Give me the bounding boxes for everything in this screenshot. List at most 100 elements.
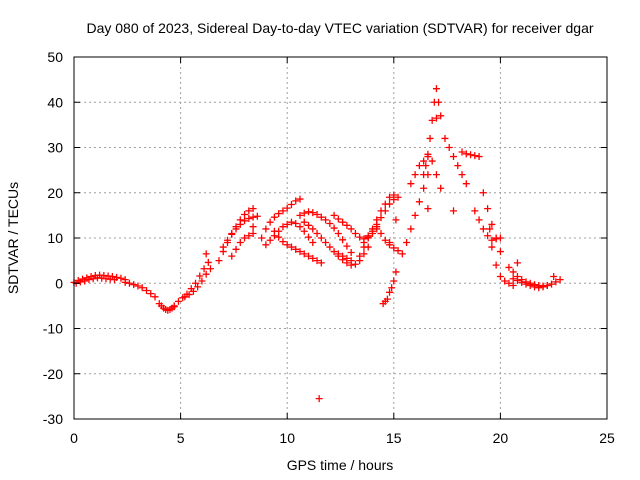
data-point	[390, 244, 398, 252]
data-point	[415, 162, 423, 170]
data-point	[552, 278, 560, 286]
data-point	[543, 282, 551, 290]
data-point	[249, 229, 257, 237]
data-point	[343, 259, 351, 267]
y-tick-label: -30	[43, 411, 63, 427]
chart-title: Day 080 of 2023, Sidereal Day-to-day VTE…	[86, 20, 593, 36]
series-sat-08	[219, 212, 261, 251]
data-point	[147, 290, 155, 298]
data-point	[309, 254, 317, 262]
series-sat-23	[407, 150, 445, 192]
series-sat-25	[458, 148, 483, 161]
data-point	[326, 220, 334, 228]
data-point	[437, 112, 445, 120]
data-point	[386, 239, 394, 247]
data-point	[432, 85, 440, 93]
y-tick-labels: -30 -20 -10 0 10 20 30 40 50	[43, 49, 63, 427]
data-point	[381, 207, 389, 215]
data-point	[253, 212, 261, 220]
data-point	[488, 220, 496, 228]
x-tick-labels: 0 5 10 15 20 25	[70, 430, 615, 446]
data-point	[258, 234, 266, 242]
data-point	[85, 276, 93, 284]
y-tick-label: 20	[47, 185, 63, 201]
data-point	[496, 234, 504, 242]
data-point	[330, 211, 338, 219]
data-point	[475, 153, 483, 161]
data-point	[437, 184, 445, 192]
data-point	[279, 238, 287, 246]
data-point	[130, 281, 138, 289]
data-point	[449, 153, 457, 161]
x-tick-label: 15	[386, 430, 402, 446]
data-point	[262, 241, 270, 249]
data-point	[125, 279, 133, 287]
data-point	[492, 261, 500, 269]
data-point	[449, 207, 457, 215]
data-point	[386, 193, 394, 201]
data-point	[296, 248, 304, 256]
series-sat-12	[270, 227, 325, 267]
data-point	[202, 270, 210, 278]
series-sat-02	[72, 274, 119, 287]
data-point	[313, 210, 321, 218]
series-sat-27	[471, 207, 504, 244]
data-point	[270, 227, 278, 235]
data-point	[151, 293, 159, 301]
series-sat-06	[181, 265, 214, 301]
data-point	[496, 248, 504, 256]
data-point	[392, 216, 400, 224]
data-point	[492, 235, 500, 243]
series-sat-22	[420, 85, 445, 179]
data-point	[309, 225, 317, 233]
data-point	[232, 245, 240, 253]
data-point	[283, 241, 291, 249]
data-point	[245, 207, 253, 215]
data-point	[339, 236, 347, 244]
tick-marks	[73, 56, 608, 420]
x-tick-label: 25	[599, 430, 615, 446]
series-sat-14	[300, 218, 355, 265]
data-point	[300, 209, 308, 217]
data-point	[283, 204, 291, 212]
data-point	[317, 259, 325, 267]
y-axis-label: SDTVAR / TECUs	[5, 182, 21, 294]
data-point	[364, 234, 372, 242]
data-point	[435, 98, 443, 106]
data-point	[360, 250, 368, 258]
data-point	[287, 218, 295, 226]
data-point	[513, 259, 521, 267]
data-point	[496, 272, 504, 280]
series-sat-24	[441, 134, 470, 188]
data-point	[334, 215, 342, 223]
data-point	[415, 198, 423, 206]
data-point	[241, 210, 249, 218]
data-point	[381, 236, 389, 244]
data-point	[275, 233, 283, 241]
series-sat-13	[296, 208, 355, 256]
data-point	[315, 395, 323, 403]
y-tick-label: 10	[47, 230, 63, 246]
data-point	[170, 302, 178, 310]
x-tick-label: 10	[279, 430, 295, 446]
data-point	[322, 239, 330, 247]
data-point	[262, 225, 270, 233]
data-point	[174, 297, 182, 305]
data-point	[309, 209, 317, 217]
series-sat-15	[334, 243, 372, 269]
data-point	[270, 213, 278, 221]
data-point	[467, 151, 475, 159]
data-point	[548, 280, 556, 288]
data-point	[266, 218, 274, 226]
data-point	[445, 144, 453, 151]
data-point	[296, 211, 304, 219]
data-point	[347, 261, 355, 269]
data-point	[407, 225, 415, 233]
data-point	[479, 189, 487, 197]
data-point	[509, 282, 517, 290]
data-point	[334, 229, 342, 237]
data-point	[134, 282, 142, 290]
data-point	[526, 282, 534, 290]
data-point	[326, 243, 334, 251]
